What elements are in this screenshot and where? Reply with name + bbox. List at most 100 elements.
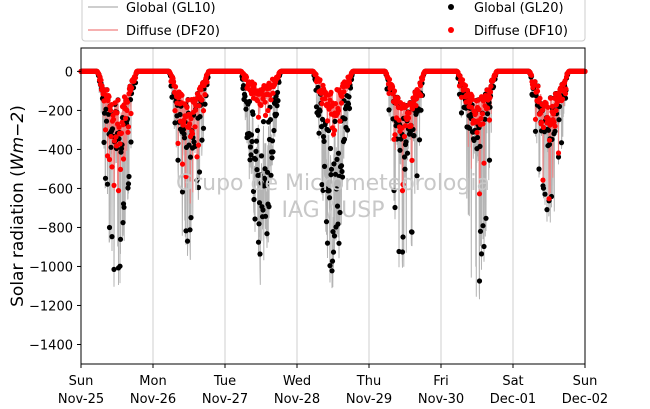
point-gl20 [273,111,280,117]
point-gl20 [256,200,263,206]
point-gl20 [120,220,126,226]
point-gl20 [251,196,257,203]
point-df10 [122,115,129,121]
point-df10 [115,97,121,103]
point-gl20 [242,93,248,99]
point-df10 [106,94,112,100]
x-tick-date: Nov-28 [274,392,320,407]
point-gl20 [188,215,194,221]
x-tick-date: Dec-01 [490,392,536,407]
point-gl20 [191,139,197,145]
point-df10 [101,98,107,104]
point-df10 [265,107,271,114]
point-gl20 [268,172,274,178]
point-gl20 [275,98,281,104]
point-df10 [179,161,186,167]
point-gl20 [248,132,255,138]
point-gl20 [339,174,346,180]
point-gl20 [480,223,486,229]
point-df10 [104,87,110,93]
point-df10 [476,191,483,197]
point-gl20 [269,138,276,144]
point-gl20 [540,185,547,191]
point-df10 [538,119,545,125]
point-gl20 [183,228,189,234]
point-gl20 [335,221,341,227]
point-gl20 [101,110,108,116]
point-df10 [418,92,424,99]
point-gl20 [329,258,336,264]
point-gl20 [486,157,493,163]
point-df10 [107,107,114,113]
legend-label: Global (GL20) [474,1,564,16]
point-df10 [322,96,328,102]
x-axis: Sun Nov-25 Mon Nov-26 Tue Nov-27 Wed Nov-28 Thu N… [58,364,608,407]
watermark-line-2: IAG / USP [282,198,385,223]
point-gl20 [269,155,275,161]
point-df10 [405,115,412,121]
point-df10 [413,103,419,109]
point-df10 [117,166,124,172]
x-tick-day: Sun [573,374,598,389]
point-gl20 [477,228,484,234]
point-gl20 [243,106,249,112]
point-gl20 [476,278,483,284]
point-df10 [204,79,210,85]
point-gl20 [257,172,264,178]
point-gl20 [108,144,114,150]
point-df10 [474,129,480,136]
point-df10 [268,97,274,103]
point-df10 [399,188,406,194]
point-df10 [488,83,494,89]
point-gl20 [195,184,202,191]
point-gl20 [271,127,277,134]
point-gl20 [250,111,256,117]
point-gl20 [401,154,408,160]
point-gl20 [255,239,262,245]
point-gl20 [328,166,335,172]
point-gl20 [121,204,127,210]
x-tick-day: Mon [139,374,166,389]
point-df10 [537,95,543,101]
point-gl20 [181,131,187,137]
y-tick-label: −1000 [29,260,73,275]
point-gl20 [484,111,491,117]
point-gl20 [481,243,487,250]
point-df10 [324,118,331,124]
point-gl20 [329,268,335,274]
legend-label: Diffuse (DF10) [474,24,568,39]
point-df10 [113,134,119,140]
point-gl20 [478,251,485,257]
point-gl20 [264,231,270,237]
point-gl20 [247,157,253,163]
point-gl20 [326,195,333,201]
point-df10 [559,96,566,102]
x-tick-date: Nov-25 [58,392,104,407]
point-gl20 [331,233,338,239]
x-tick-date: Nov-30 [418,392,464,407]
point-df10 [270,90,276,96]
point-df10 [338,100,345,106]
legend: Global (GL10) Global (GL20) Diffuse (DF20)… [81,0,586,42]
point-df10 [339,93,345,99]
point-df10 [192,107,199,113]
point-gl20 [346,105,353,111]
point-gl20 [260,119,267,125]
point-df10 [337,118,343,124]
point-df10 [196,103,202,109]
point-df10 [401,133,408,140]
point-gl20 [330,249,337,255]
point-gl20 [342,116,348,122]
point-df10 [478,115,484,122]
point-gl20 [411,133,417,139]
point-df10 [328,89,334,95]
point-df10 [484,105,491,111]
point-df10 [172,108,178,114]
point-df10 [258,102,264,108]
point-df10 [199,97,205,103]
point-gl20 [338,163,345,169]
point-gl20 [391,187,397,194]
point-df10 [183,173,189,180]
point-df10 [124,99,131,105]
point-gl20 [336,240,342,246]
